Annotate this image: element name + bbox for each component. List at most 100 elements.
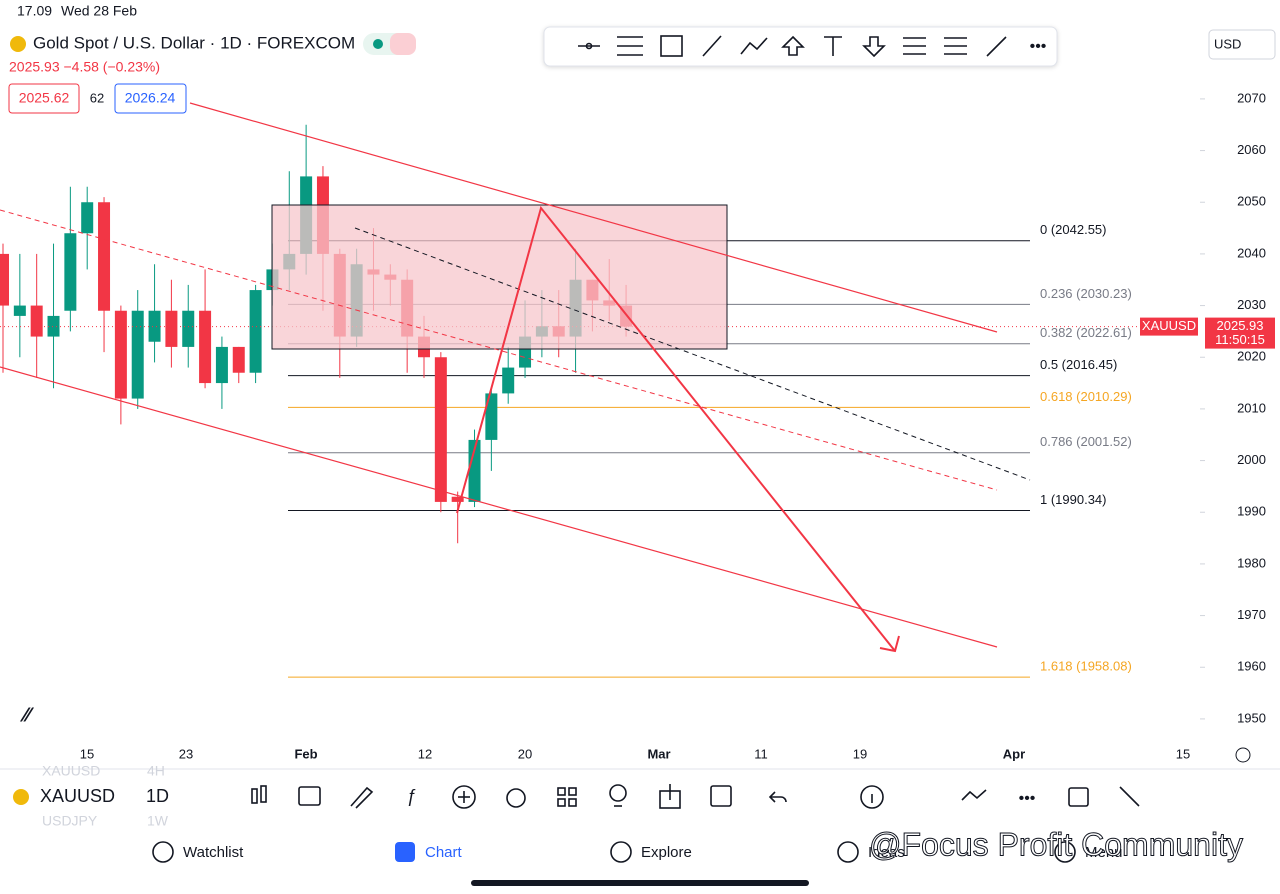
tab-icon	[610, 841, 632, 863]
candle-body	[0, 253, 9, 306]
currency-select[interactable]	[1208, 29, 1276, 60]
status-date: Wed 28 Feb	[61, 3, 137, 19]
y-tick-label: 2030	[1237, 297, 1266, 312]
ask: 2026.24	[125, 90, 176, 106]
countdown: 11:50:15	[1215, 332, 1265, 347]
price-tag-text: 2025.93	[1217, 318, 1264, 333]
tab-label[interactable]: Ideas	[868, 844, 905, 861]
price-tag	[1205, 317, 1275, 349]
x-tick-label: 12	[418, 746, 432, 761]
settings-icon[interactable]	[1235, 747, 1251, 763]
candle-body	[502, 367, 515, 394]
candle-body	[434, 357, 447, 502]
x-tick-label: Mar	[647, 746, 670, 761]
y-tick-label: 2040	[1237, 245, 1266, 260]
candle-body	[30, 305, 43, 337]
gold-icon	[13, 789, 29, 805]
delay-icon	[390, 33, 416, 55]
candle-body	[485, 393, 498, 440]
candle-body	[232, 346, 245, 373]
channel-mid	[0, 209, 998, 491]
toolbar-symbol[interactable]: XAUUSD	[40, 786, 115, 806]
tab-icon	[395, 842, 415, 862]
fib-label: 0.618 (2010.29)	[1040, 389, 1132, 404]
home-indicator	[471, 880, 809, 886]
y-tick-label: 1950	[1237, 710, 1266, 725]
candle-body	[98, 202, 111, 311]
x-tick-label: 19	[853, 746, 867, 761]
ghost-symbol: XAUUSD	[42, 763, 100, 779]
y-tick-label: 2060	[1237, 142, 1266, 157]
x-tick-label: Apr	[1003, 746, 1025, 761]
ghost-interval: 4H	[147, 763, 165, 779]
fx-icon[interactable]: ƒ	[407, 786, 417, 806]
range-box	[271, 204, 728, 350]
bid: 2025.62	[19, 90, 70, 106]
tab-bar: Watchlist Chart Explore Ideas Menu	[152, 841, 1123, 863]
fib-label: 0.786 (2001.52)	[1040, 434, 1132, 449]
candle-body	[13, 305, 26, 316]
toolbar-icons[interactable]	[251, 784, 1140, 809]
symbol-title: Gold Spot / U.S. Dollar · 1D · FOREXCOM	[33, 33, 355, 52]
y-tick-label: 2050	[1237, 194, 1266, 209]
toolbar-interval[interactable]: 1D	[146, 786, 169, 806]
candle-body	[468, 439, 481, 502]
more-icon[interactable]: •••	[1019, 790, 1036, 807]
fib-label: 0.236 (2030.23)	[1040, 286, 1132, 301]
ghost-interval: 1W	[147, 813, 169, 829]
more-tools[interactable]: •••	[1030, 38, 1047, 55]
symbol-tag-text: XAUUSD	[1142, 318, 1196, 333]
candle-body	[81, 202, 94, 234]
tab-label[interactable]: Explore	[641, 844, 692, 861]
ask-box[interactable]	[114, 83, 187, 114]
tab-label[interactable]: Chart	[425, 844, 463, 861]
status-time: 17.09	[17, 3, 52, 19]
x-tick-label: 15	[1176, 746, 1190, 761]
y-tick-label: 2020	[1237, 349, 1266, 364]
tab-icon	[837, 841, 859, 863]
drawing-tools[interactable]	[578, 35, 1007, 58]
projection-path	[456, 205, 896, 652]
bid-box[interactable]	[8, 83, 80, 114]
fib-label: 0 (2042.55)	[1040, 222, 1107, 237]
tab-label[interactable]: Menu	[1085, 844, 1123, 861]
spread: 62	[90, 90, 104, 105]
candle-body	[249, 290, 262, 373]
y-tick-label: 1980	[1237, 555, 1266, 570]
ghost-symbol: USDJPY	[42, 813, 98, 829]
fib-label: 1.618 (1958.08)	[1040, 659, 1132, 674]
watermark: @Focus Profit Community	[869, 826, 1243, 862]
fib-label: 0.5 (2016.45)	[1040, 357, 1117, 372]
x-tick-label: 23	[179, 746, 193, 761]
projection-arrow	[879, 635, 900, 653]
gold-icon	[10, 36, 26, 52]
y-tick-label: 1960	[1237, 659, 1266, 674]
candle-body	[215, 346, 228, 384]
x-tick-label: Feb	[294, 746, 317, 761]
symbol-tag	[1140, 317, 1198, 336]
candle-body	[148, 310, 161, 342]
tab-icon	[152, 841, 174, 863]
market-open-dot	[373, 39, 383, 49]
candle-body	[131, 310, 144, 399]
y-tick-label: 1970	[1237, 607, 1266, 622]
y-tick-label: 1990	[1237, 504, 1266, 519]
y-tick-label: 2070	[1237, 90, 1266, 105]
x-tick-label: 11	[754, 746, 768, 761]
candle-body	[47, 315, 60, 337]
x-tick-label: 15	[80, 746, 94, 761]
tab-icon	[1054, 841, 1076, 863]
fib-label: 1 (1990.34)	[1040, 492, 1107, 507]
quote-change: 2025.93 −4.58 (−0.23%)	[9, 59, 160, 75]
candle-body	[114, 310, 127, 399]
channel-upper	[189, 102, 998, 333]
fib-label: 0.382 (2022.61)	[1040, 325, 1132, 340]
x-tick-label: 20	[518, 746, 532, 761]
y-tick-label: 2000	[1237, 452, 1266, 467]
tab-label[interactable]: Watchlist	[183, 844, 244, 861]
candle-body	[165, 310, 178, 347]
candle-body	[64, 233, 77, 311]
